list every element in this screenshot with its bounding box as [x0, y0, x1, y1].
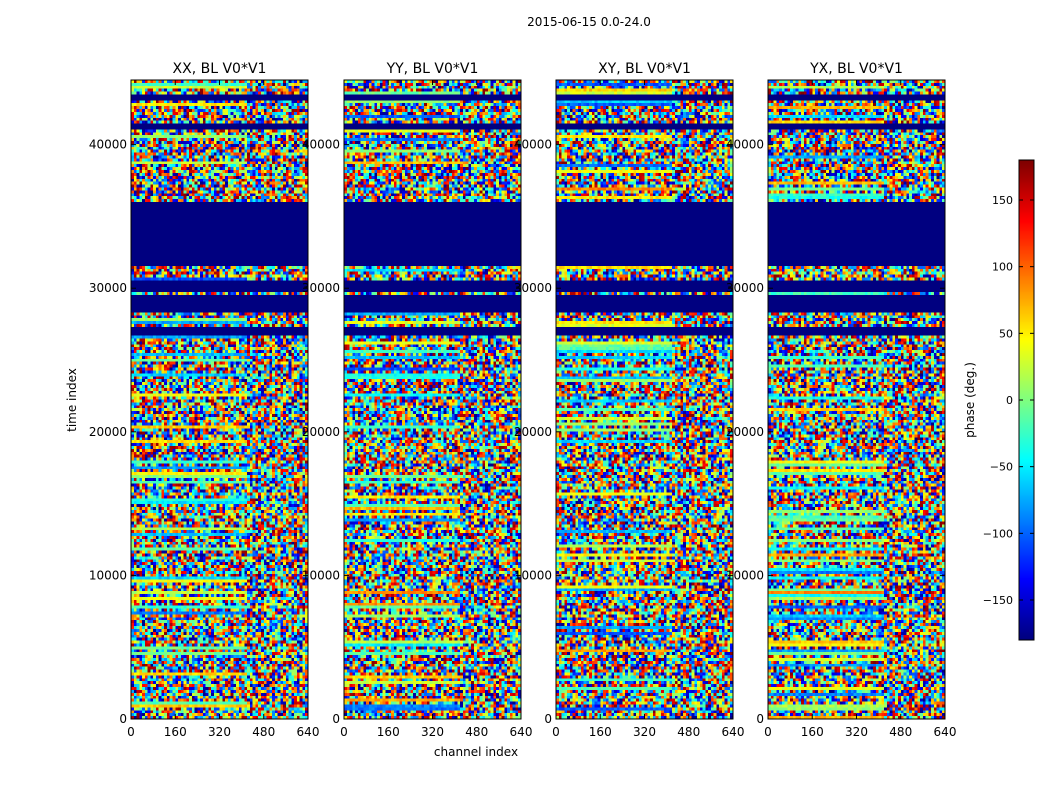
y-tick-label: 40000	[514, 138, 552, 152]
colorbar-gradient	[1019, 160, 1034, 640]
y-tick-label: 0	[544, 712, 552, 726]
colorbar-tick-label: 0	[1006, 394, 1013, 407]
colorbar-tick-label: 50	[999, 327, 1013, 340]
x-tick-label: 0	[764, 725, 772, 739]
colorbar-label: phase (deg.)	[963, 362, 977, 438]
x-tick-label: 160	[589, 725, 612, 739]
heatmap-image	[344, 80, 521, 719]
x-tick-label: 320	[421, 725, 444, 739]
panel-2: XY, BL V0*V1 0 160 320 480 640 0 10000 20000 3000…	[514, 61, 745, 739]
x-axis-label: channel index	[434, 745, 518, 759]
x-tick-label: 320	[845, 725, 868, 739]
x-tick-label: 320	[633, 725, 656, 739]
y-tick-label: 20000	[89, 425, 127, 439]
y-tick-label: 10000	[726, 568, 764, 582]
y-tick-label: 40000	[726, 138, 764, 152]
heatmap-image	[556, 80, 733, 719]
y-tick-label: 10000	[89, 568, 127, 582]
y-tick-label: 10000	[514, 568, 552, 582]
colorbar-tick-label: 100	[992, 261, 1013, 274]
x-tick-label: 160	[164, 725, 187, 739]
y-tick-label: 40000	[302, 138, 340, 152]
x-tick-label: 640	[297, 725, 320, 739]
x-tick-label: 640	[722, 725, 745, 739]
colorbar-tick-label: −150	[983, 594, 1013, 607]
x-tick-label: 480	[889, 725, 912, 739]
y-tick-label: 40000	[89, 138, 127, 152]
y-tick-label: 20000	[726, 425, 764, 439]
panel-title: XY, BL V0*V1	[598, 61, 691, 77]
colorbar: −150 −100 −50 0 50 100 150	[983, 159, 1035, 641]
x-tick-label: 640	[510, 725, 533, 739]
heatmap-panels: XX, BL V0*V1 0 160 320 480 640 0 10000 20000 3000…	[89, 61, 957, 739]
y-tick-label: 30000	[726, 281, 764, 295]
y-tick-label: 0	[119, 712, 127, 726]
x-tick-label: 0	[340, 725, 348, 739]
y-tick-label: 0	[332, 712, 340, 726]
x-tick-label: 640	[934, 725, 957, 739]
x-tick-label: 480	[677, 725, 700, 739]
colorbar-tick-label: −100	[983, 527, 1013, 540]
x-tick-label: 480	[465, 725, 488, 739]
y-tick-label: 20000	[302, 425, 340, 439]
x-tick-label: 480	[252, 725, 275, 739]
x-tick-label: 0	[552, 725, 560, 739]
heatmap-image	[768, 80, 945, 719]
y-axis-label: time index	[65, 368, 79, 432]
panel-title: YX, BL V0*V1	[809, 61, 903, 77]
heatmap-image	[131, 80, 308, 719]
panel-0: XX, BL V0*V1 0 160 320 480 640 0 10000 20000 3000…	[89, 61, 320, 739]
x-tick-label: 160	[377, 725, 400, 739]
x-tick-label: 320	[208, 725, 231, 739]
y-tick-label: 10000	[302, 568, 340, 582]
panel-title: XX, BL V0*V1	[173, 61, 267, 77]
x-tick-label: 160	[801, 725, 824, 739]
colorbar-tick-label: 150	[992, 194, 1013, 207]
panel-title: YY, BL V0*V1	[386, 61, 479, 77]
y-tick-label: 30000	[89, 281, 127, 295]
x-tick-label: 0	[127, 725, 135, 739]
y-tick-label: 30000	[514, 281, 552, 295]
y-tick-label: 20000	[514, 425, 552, 439]
y-tick-label: 30000	[302, 281, 340, 295]
panel-1: YY, BL V0*V1 0 160 320 480 640 0 10000 20000 3000…	[302, 61, 533, 739]
figure-title: 2015-06-15 0.0-24.0	[527, 15, 651, 29]
y-tick-label: 0	[756, 712, 764, 726]
panel-3: YX, BL V0*V1 0 160 320 480 640 0 10000 20000 3000…	[726, 61, 957, 739]
colorbar-tick-label: −50	[990, 461, 1013, 474]
